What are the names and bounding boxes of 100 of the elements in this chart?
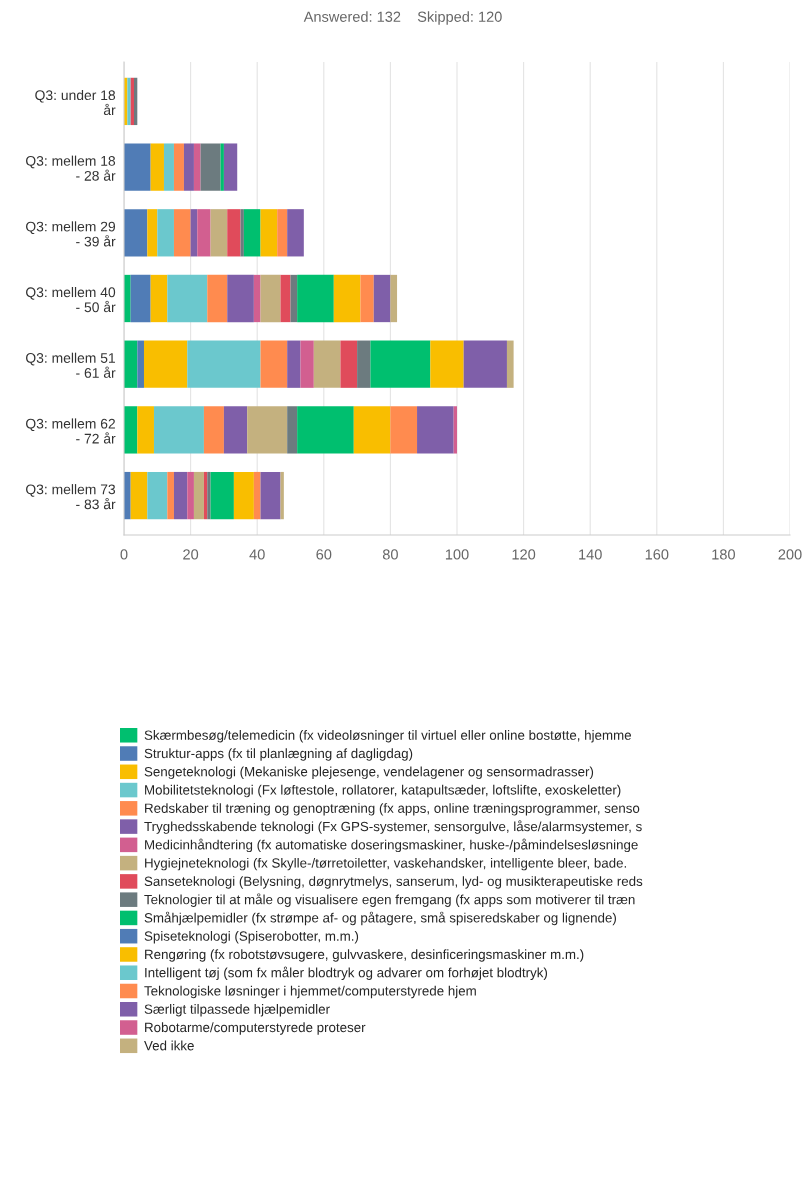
bar [124, 471, 131, 520]
bar [197, 209, 211, 257]
bar [333, 274, 361, 323]
x-tick-label: 60 [316, 549, 332, 560]
bar [253, 471, 261, 520]
y-tick-label: Q3: mellem 18 - 28 år [26, 155, 116, 181]
legend-label: Småhjælpemidler (fx strømpe af- og påtagere, små spiseredskaber og lignende) [144, 911, 616, 926]
bar [167, 471, 174, 520]
bar [193, 471, 204, 520]
bar [253, 274, 261, 323]
bar [390, 406, 418, 454]
bar [506, 340, 514, 388]
bar [187, 340, 261, 388]
legend-label: Særligt tilpassede hjælpemidler [144, 1004, 330, 1017]
bar [260, 471, 281, 520]
bar [173, 143, 184, 191]
y-tick-label: Q3: mellem 62 - 72 år [26, 418, 116, 444]
bar [173, 471, 188, 520]
bar [247, 406, 288, 454]
bar [150, 274, 168, 323]
bar [390, 274, 398, 323]
bar [207, 471, 211, 520]
bar [210, 209, 228, 257]
bar [417, 406, 454, 454]
bar [200, 143, 221, 191]
x-tick-label: 200 [778, 549, 802, 560]
bar [203, 406, 224, 454]
bar [297, 274, 334, 323]
bar [297, 406, 354, 454]
bar [143, 340, 188, 388]
bar [277, 209, 288, 257]
y-tick-label: Q3: mellem 29 - 39 år [26, 221, 116, 247]
legend-label: Teknologiske løsninger i hjemmet/computerstyrede hjem [144, 985, 476, 999]
bar [227, 274, 254, 323]
bar [150, 143, 164, 191]
bar [124, 209, 148, 257]
bar [124, 274, 131, 323]
bar [220, 143, 224, 191]
bar [243, 209, 261, 257]
legend-label: Struktur-apps (fx til planlægning af dagligdag) [144, 748, 413, 761]
bar [360, 274, 374, 323]
legend-label: Rengøring (fx robotstøvsugere, gulvvaskere, desinficeringsmaskiner m.m.) [145, 949, 584, 962]
bar [233, 471, 254, 520]
bar [227, 209, 241, 257]
bar [300, 340, 314, 388]
bar [223, 143, 238, 191]
bar [153, 406, 204, 454]
bar [167, 274, 208, 323]
y-tick-label: Q3: under 18 år [35, 89, 116, 116]
bar [124, 143, 151, 191]
bar [210, 471, 234, 520]
x-tick-label: 100 [445, 549, 469, 560]
bar [340, 340, 358, 388]
bar [287, 209, 304, 257]
bar [223, 406, 248, 454]
bar [187, 471, 194, 520]
legend-label: Intelligent tøj (som fx måler blodtryk og advarer om forhøjet blodtryk) [145, 966, 548, 980]
bar [190, 209, 198, 257]
bar [370, 340, 431, 388]
legend-label: Redskaber til træning og genoptræning (fx apps, online træningsprogrammer, senso [145, 803, 640, 816]
legend-label: Tryghedsskabende teknologi (Fx GPS-systemer, sensorgulve, låse/alarmsystemer, s [144, 820, 642, 834]
bar [280, 274, 291, 323]
bar [124, 406, 138, 454]
bar [287, 340, 301, 388]
legend-label: Robotarme/computerstyrede proteser [145, 1022, 366, 1035]
legend-label: Mobilitetsteknologi (Fx løftestole, rollatorer, katapultsæder, loftslifte, exoskeletter) [145, 784, 621, 798]
x-tick-label: 140 [579, 549, 602, 560]
bar [463, 340, 507, 388]
bar [290, 274, 298, 323]
bar [260, 209, 278, 257]
legend-label: Skærmbesøg/telemedicin (fx videoløsninger til virtuel eller online bostøtte, hjemme [144, 730, 632, 743]
y-tick-label: Q3: mellem 40 - 50 år [26, 286, 116, 313]
bar [130, 274, 151, 323]
x-tick-label: 180 [712, 549, 735, 560]
bar [137, 340, 144, 388]
bar [163, 143, 174, 191]
x-tick-label: 20 [183, 549, 199, 560]
legend-label: Sanseteknologi (Belysning, døgnrytmelys, sanserum, lyd- og musikterapeutiske reds [144, 876, 643, 889]
legend-label: Medicinhåndtering (fx automatiske doseringsmaskiner, huske-/påmindelsesløsninge [145, 838, 638, 853]
bar [430, 340, 464, 388]
bar [287, 406, 298, 454]
bar [313, 340, 341, 388]
bar [373, 274, 391, 323]
y-tick-label: Q3: mellem 51 - 61 år [26, 352, 116, 378]
x-tick-label: 0 [120, 549, 128, 560]
x-tick-label: 40 [249, 549, 265, 560]
legend-label: Sengeteknologi (Mekaniske plejesenge, vendelagener og sensormadrasser) [144, 766, 594, 780]
x-tick-label: 80 [382, 549, 398, 560]
bar [193, 143, 201, 191]
y-tick-label: Q3: mellem 73 - 83 år [26, 484, 116, 510]
bar [147, 471, 168, 520]
bar [157, 209, 174, 257]
x-tick-label: 120 [512, 549, 536, 560]
bar [124, 340, 138, 388]
bar [357, 340, 371, 388]
x-tick-label: 160 [645, 549, 669, 560]
bar [147, 209, 158, 257]
bar [353, 406, 391, 454]
legend-label: Hygiejneteknologi (fx Skylle-/tørretoiletter, vaskehandsker, intelligente bleer, bade. [145, 857, 627, 871]
bar [260, 340, 288, 388]
